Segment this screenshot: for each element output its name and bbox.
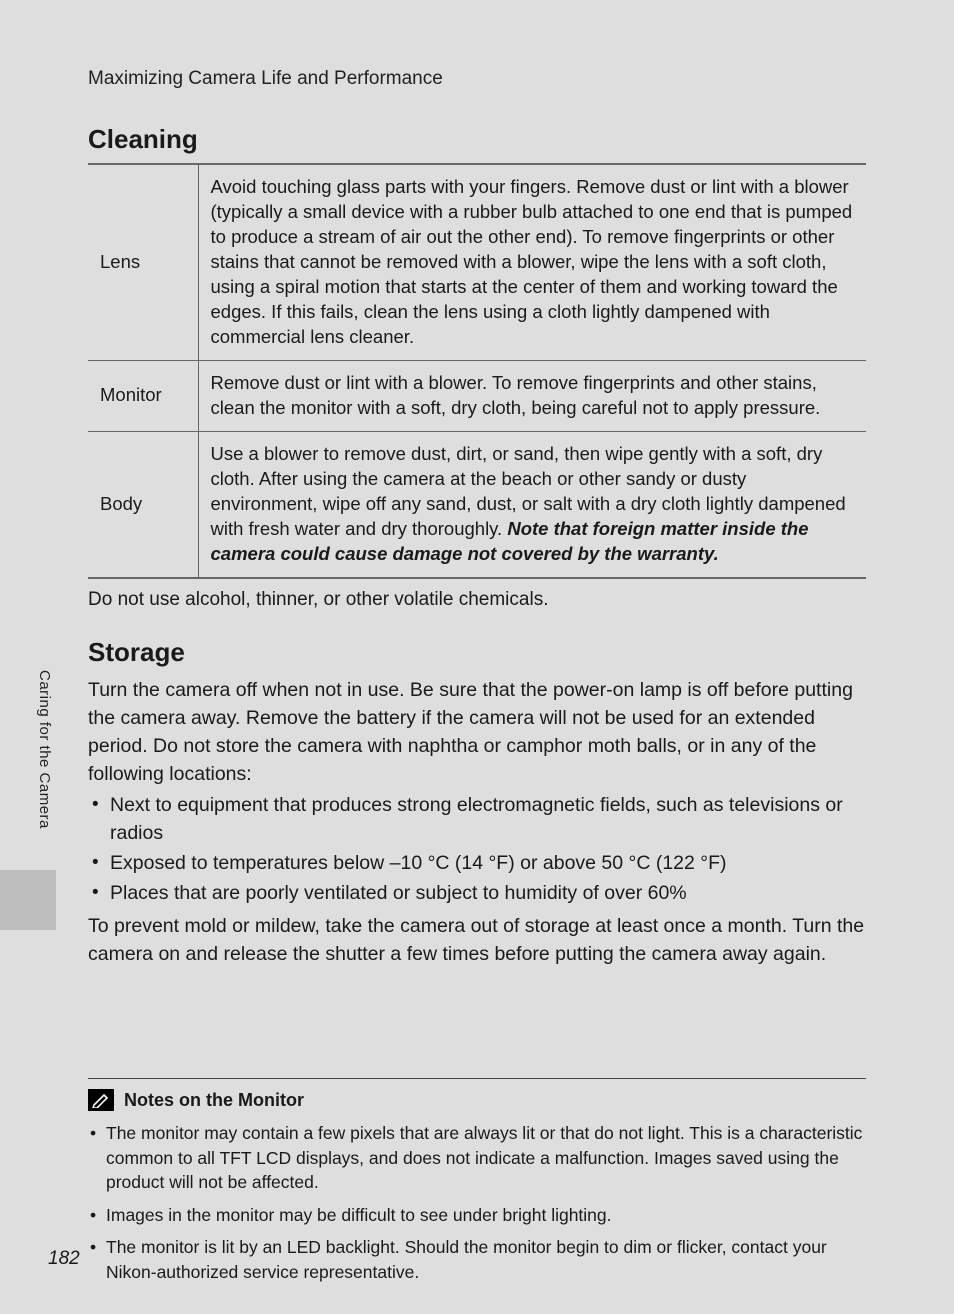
row-label: Lens [88,164,198,360]
list-item: The monitor may contain a few pixels tha… [88,1121,866,1195]
pencil-icon [88,1089,114,1111]
cleaning-table: Lens Avoid touching glass parts with you… [88,163,866,579]
notes-list: The monitor may contain a few pixels tha… [88,1121,866,1284]
notes-title: Notes on the Monitor [124,1090,304,1111]
storage-outro: To prevent mold or mildew, take the came… [88,912,866,969]
list-item: Images in the monitor may be difficult t… [88,1203,866,1228]
breadcrumb: Maximizing Camera Life and Performance [88,68,866,90]
row-text: Avoid touching glass parts with your fin… [198,164,866,360]
row-label: Body [88,431,198,577]
list-item: The monitor is lit by an LED backlight. … [88,1235,866,1284]
table-row: Body Use a blower to remove dust, dirt, … [88,431,866,577]
table-row: Lens Avoid touching glass parts with you… [88,164,866,360]
list-item: Next to equipment that produces strong e… [88,791,866,848]
storage-intro: Turn the camera off when not in use. Be … [88,676,866,789]
list-item: Exposed to temperatures below –10 °C (14… [88,849,866,877]
row-label: Monitor [88,360,198,431]
section-title-storage: Storage [88,637,866,668]
list-item: Places that are poorly ventilated or sub… [88,879,866,907]
cleaning-footnote: Do not use alcohol, thinner, or other vo… [88,589,866,611]
row-text: Use a blower to remove dust, dirt, or sa… [198,431,866,577]
notes-header: Notes on the Monitor [88,1089,866,1111]
page-number: 182 [48,1248,80,1270]
table-row: Monitor Remove dust or lint with a blowe… [88,360,866,431]
notes-block: Notes on the Monitor The monitor may con… [88,1078,866,1284]
row-text: Remove dust or lint with a blower. To re… [198,360,866,431]
section-title-cleaning: Cleaning [88,124,866,155]
storage-bullets: Next to equipment that produces strong e… [88,791,866,908]
page-body: Maximizing Camera Life and Performance C… [0,0,954,1314]
